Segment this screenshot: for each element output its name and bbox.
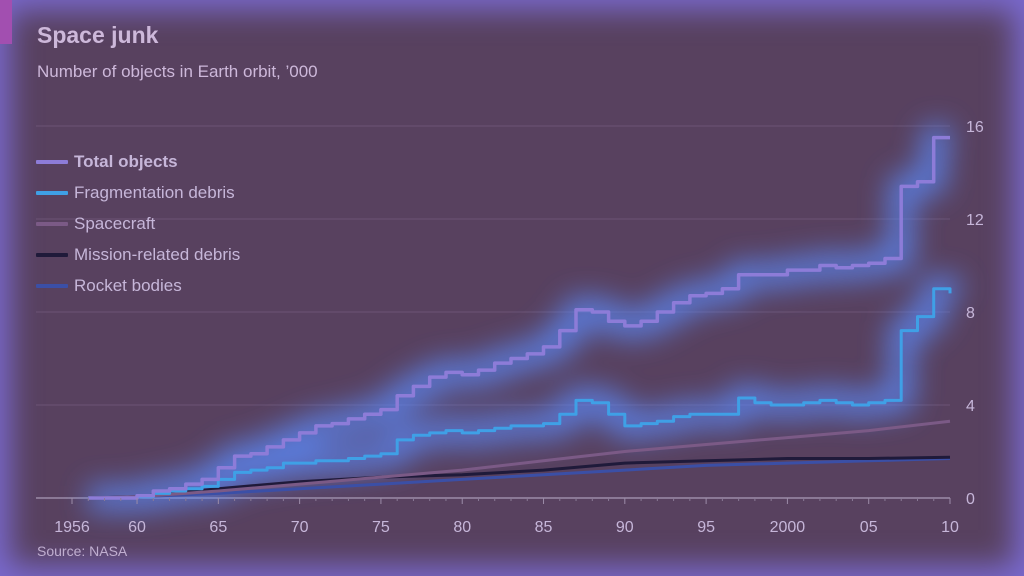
legend-item-fragmentation: Fragmentation debris: [36, 177, 240, 208]
legend-label-fragmentation: Fragmentation debris: [74, 182, 235, 202]
x-tick-label: 90: [616, 519, 634, 536]
legend-label-mission: Mission-related debris: [74, 244, 241, 264]
x-tick-label: 65: [209, 519, 227, 536]
x-tick-label: 10: [941, 519, 959, 536]
legend-swatch-spacecraft: [36, 221, 68, 226]
legend-swatch-mission: [36, 252, 68, 257]
x-tick-label: 85: [535, 519, 553, 536]
chart-title: Space junk: [37, 22, 159, 48]
series-layer: [88, 135, 952, 500]
legend-label-spacecraft: Spacecraft: [74, 213, 156, 233]
brand-accent-bar: [0, 0, 12, 44]
x-tick-label: 75: [372, 519, 390, 536]
legend-item-total: Total objects: [36, 146, 240, 177]
x-tick-label: 80: [453, 519, 471, 536]
legend-item-rocket: Rocket bodies: [36, 270, 240, 301]
chart-source: Source: NASA: [37, 543, 128, 559]
series-line-total: [88, 135, 950, 500]
y-tick-label: 16: [966, 119, 984, 136]
chart-legend: Total objects Fragmentation debris Space…: [36, 146, 240, 301]
axis-layer: 0 4 8 12 16 1956 60 65 70 75 80 85 90 95 2000 05 10: [54, 119, 984, 536]
x-tick-label: 70: [291, 519, 309, 536]
x-tick-label: 60: [128, 519, 146, 536]
chart-subtitle: Number of objects in Earth orbit, ’000: [37, 62, 318, 81]
legend-swatch-rocket: [36, 283, 68, 288]
legend-label-rocket: Rocket bodies: [74, 275, 182, 295]
legend-item-mission: Mission-related debris: [36, 239, 240, 270]
legend-item-spacecraft: Spacecraft: [36, 208, 240, 239]
legend-swatch-total: [36, 159, 68, 164]
y-tick-label: 0: [966, 491, 975, 508]
y-tick-label: 8: [966, 305, 975, 322]
series-line-mission: [88, 455, 951, 500]
series-line-fragmentation: [88, 287, 952, 500]
legend-swatch-fragmentation: [36, 190, 68, 195]
x-tick-label: 1956: [54, 519, 90, 536]
series-line-rocket: [88, 457, 951, 500]
y-tick-label: 4: [966, 398, 975, 415]
series-line-spacecraft: [88, 419, 951, 500]
x-tick-label: 05: [860, 519, 878, 536]
y-tick-label: 12: [966, 212, 984, 229]
legend-label-total: Total objects: [74, 151, 178, 171]
x-tick-label: 2000: [770, 519, 806, 536]
x-tick-label: 95: [697, 519, 715, 536]
